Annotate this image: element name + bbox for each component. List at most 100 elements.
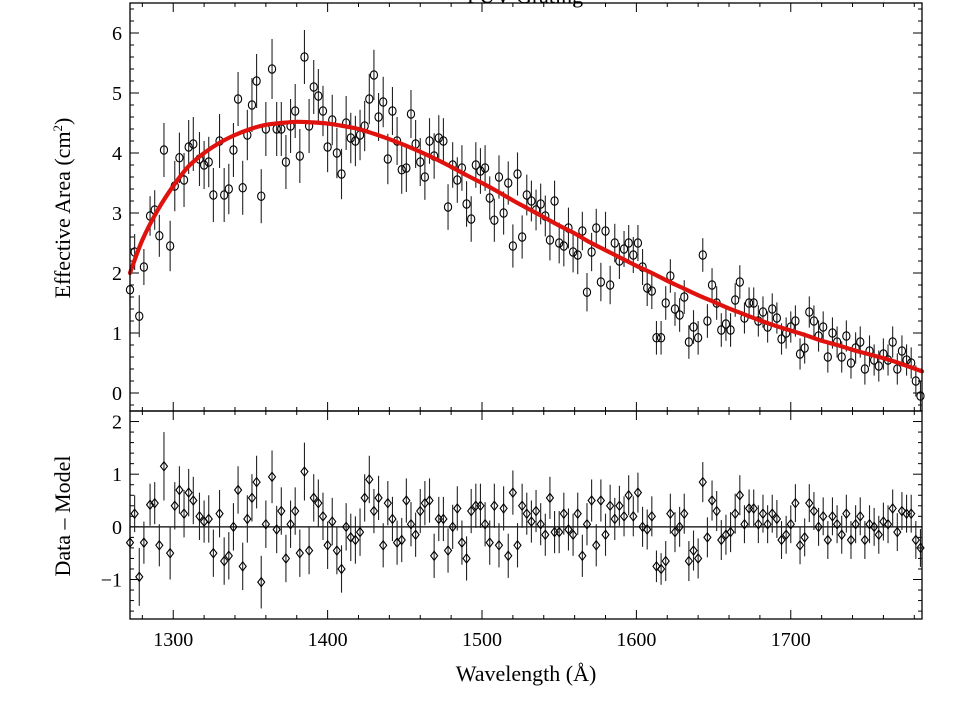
- top-data-point: [846, 358, 856, 368]
- top-data-point: [295, 151, 304, 161]
- residual-point: [601, 529, 610, 541]
- top-data-point: [485, 193, 494, 203]
- top-data-point: [656, 333, 666, 343]
- residual-point: [906, 508, 916, 520]
- top-data-point: [346, 133, 355, 143]
- residual-point: [448, 521, 457, 533]
- residual-point: [406, 518, 416, 530]
- residual-point: [633, 487, 643, 499]
- residual-point: [402, 495, 411, 506]
- top-data-point: [601, 226, 610, 236]
- residual-point: [314, 497, 323, 509]
- top-data-point: [842, 331, 851, 341]
- top-data-point: [291, 106, 300, 116]
- top-data-point: [768, 304, 777, 314]
- residual-point: [587, 495, 596, 506]
- top-data-point: [916, 391, 925, 401]
- top-data-point: [647, 286, 656, 296]
- top-data-point: [374, 112, 383, 122]
- top-data-point: [175, 153, 184, 163]
- residual-point: [869, 521, 879, 533]
- top-y-axis-label-text: Effective Area (cm: [50, 131, 75, 298]
- top-data-point: [467, 214, 476, 224]
- top-data-point: [135, 311, 144, 321]
- residual-point: [175, 484, 184, 496]
- residual-point: [374, 492, 383, 504]
- residual-point: [453, 503, 462, 514]
- top-data-point: [693, 333, 703, 343]
- top-data-point: [777, 334, 786, 344]
- top-y-tick-label: 1: [112, 323, 122, 345]
- top-data-point: [582, 287, 592, 297]
- residual-point: [443, 545, 453, 556]
- model-curve: [127, 119, 925, 374]
- top-data-point: [351, 136, 360, 146]
- residual-point: [693, 553, 703, 564]
- residual-point: [545, 492, 555, 504]
- residual-point: [318, 510, 328, 522]
- top-data-point: [744, 298, 754, 308]
- residual-point: [592, 539, 601, 551]
- top-y-axis-label-close: ): [50, 118, 75, 125]
- residual-point: [842, 508, 851, 520]
- top-data-point: [805, 307, 814, 317]
- top-data-point: [795, 349, 805, 359]
- top-data-point: [735, 277, 744, 287]
- residual-point: [629, 510, 638, 522]
- top-data-point: [513, 169, 522, 179]
- top-data-point: [267, 64, 277, 74]
- residual-point: [860, 534, 870, 546]
- residual-point: [219, 555, 229, 567]
- top-data-point: [184, 142, 193, 152]
- bottom-y-tick-label: 0: [112, 517, 122, 539]
- top-data-point: [555, 238, 564, 248]
- top-data-point: [605, 280, 615, 290]
- top-data-point: [476, 166, 485, 176]
- top-data-point: [471, 160, 480, 170]
- top-data-point: [420, 172, 430, 182]
- residual-point: [351, 534, 360, 546]
- top-data-point: [721, 319, 731, 329]
- residual-point: [536, 518, 545, 530]
- top-data-point: [874, 361, 883, 371]
- top-data-point: [365, 94, 374, 104]
- bottom-x-tick-label: 1400: [308, 629, 348, 651]
- bottom-panel: 1300 1400 1500 1600 1700 −1 0 1 2: [101, 410, 925, 651]
- residual-point: [513, 539, 522, 551]
- residual-point: [397, 534, 406, 546]
- residual-point: [652, 560, 661, 572]
- bottom-x-tick-label: 1700: [771, 629, 811, 651]
- residual-point: [772, 513, 782, 525]
- bottom-y-tick-label: 1: [112, 464, 122, 486]
- top-data-point: [726, 325, 735, 335]
- top-data-point: [204, 157, 213, 167]
- residual-point: [656, 563, 666, 575]
- residual-point: [383, 497, 393, 509]
- top-y-tick-label: 4: [112, 143, 122, 165]
- residual-point: [768, 508, 777, 520]
- top-data-point: [791, 316, 800, 326]
- residual-point: [189, 495, 198, 506]
- residual-point: [541, 529, 550, 541]
- bottom-y-tick-label: 2: [112, 412, 122, 434]
- top-data-point: [559, 241, 568, 251]
- top-data-point: [578, 226, 587, 236]
- top-data-point: [772, 313, 782, 323]
- residual-point: [832, 518, 842, 530]
- residual-point: [828, 510, 837, 522]
- top-data-point: [823, 352, 832, 362]
- residual-point: [615, 500, 624, 512]
- residual-point: [754, 518, 763, 530]
- residual-point: [749, 503, 758, 514]
- top-data-point: [629, 250, 638, 260]
- top-data-point: [573, 250, 582, 260]
- residual-point: [295, 547, 305, 559]
- top-y-tick-label: 0: [112, 383, 122, 405]
- residual-point: [135, 571, 144, 583]
- top-data-point: [416, 157, 425, 167]
- residual-point: [290, 505, 300, 517]
- residual-point: [666, 508, 675, 520]
- residual-point: [916, 542, 925, 554]
